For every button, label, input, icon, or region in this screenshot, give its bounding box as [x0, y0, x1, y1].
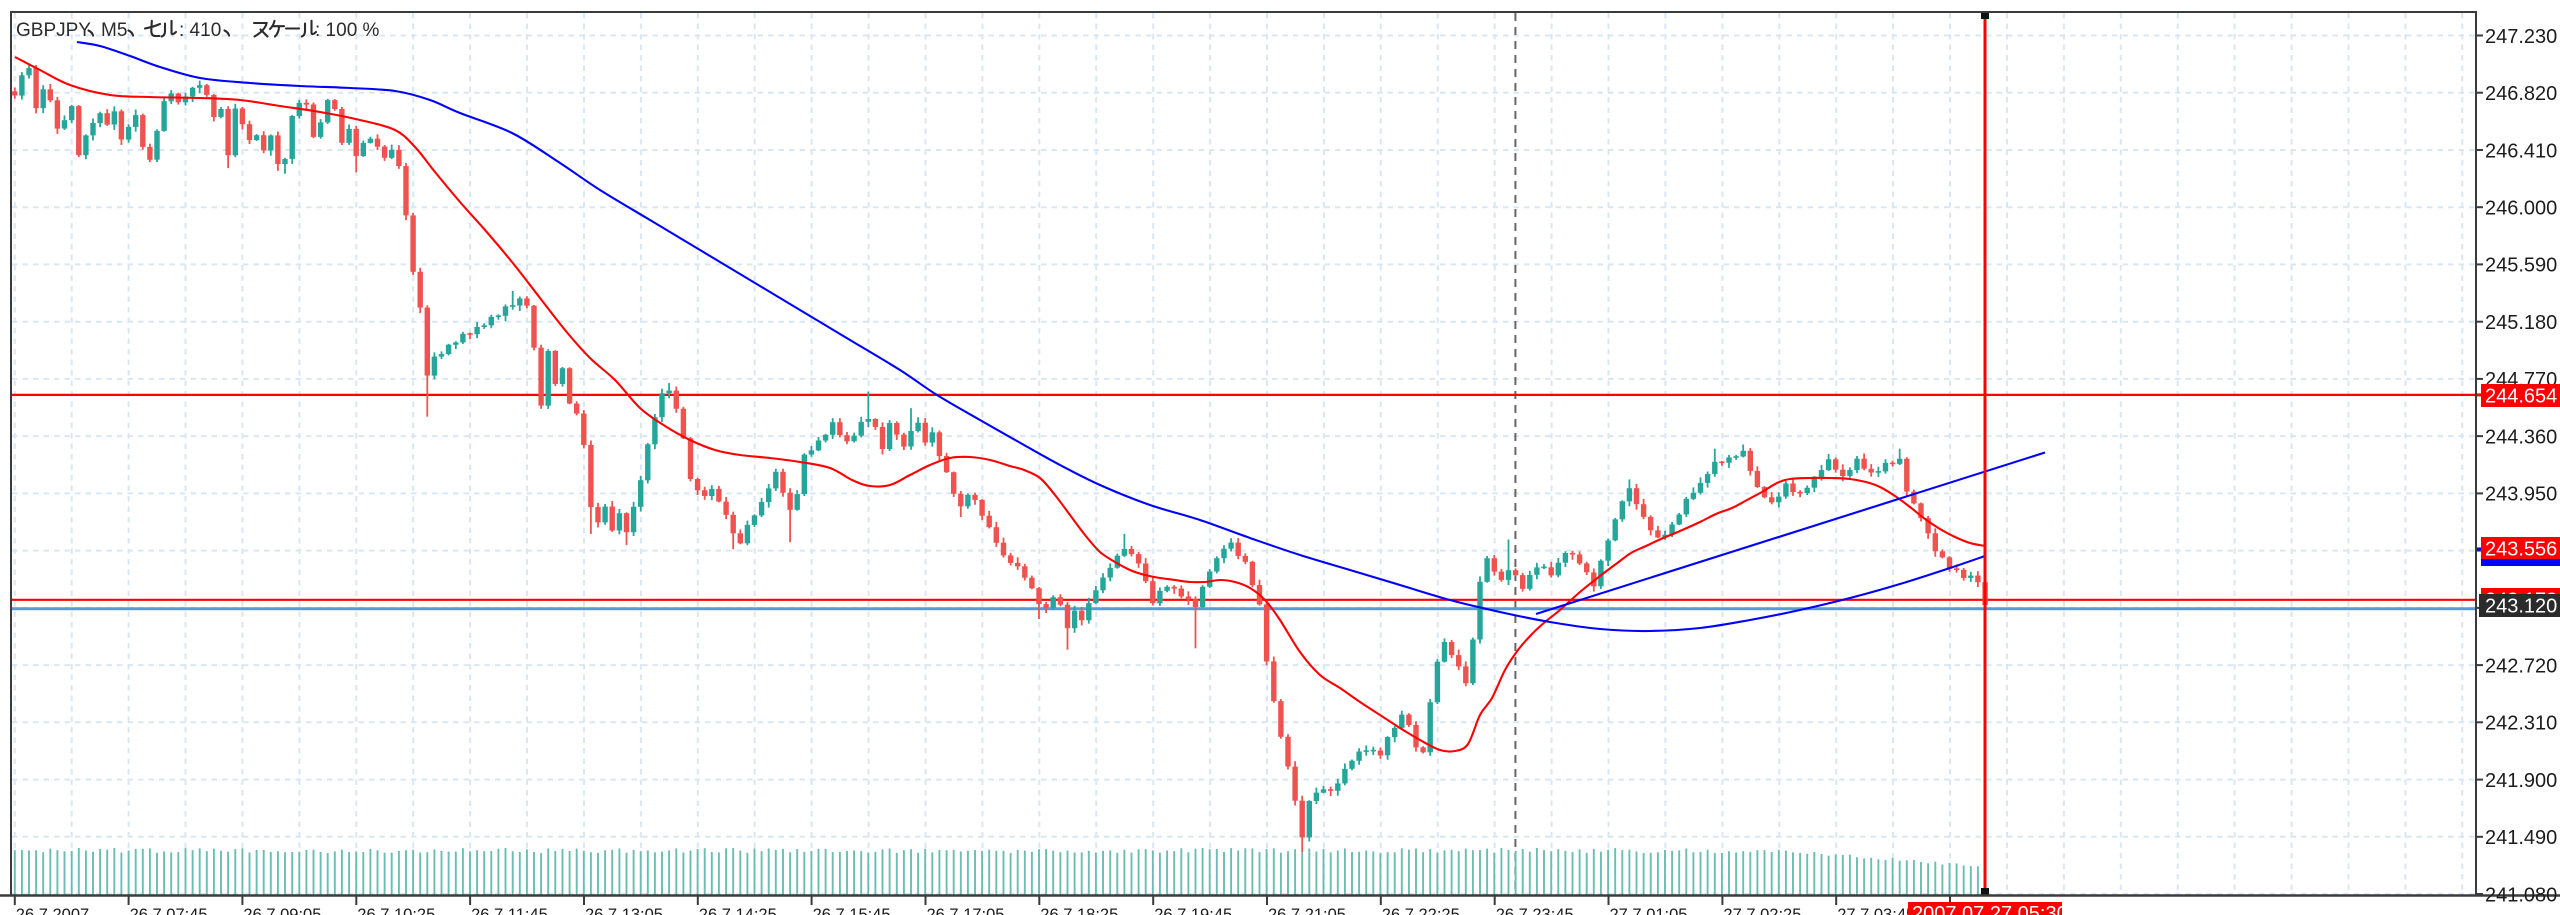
svg-text:241.900: 241.900 [2485, 770, 2557, 792]
svg-text:26.7 07:45: 26.7 07:45 [130, 906, 208, 915]
svg-text:245.180: 245.180 [2485, 312, 2557, 334]
svg-text:26.7 22:25: 26.7 22:25 [1382, 906, 1460, 915]
svg-text:2007.07.27 05:30: 2007.07.27 05:30 [1912, 903, 2068, 915]
svg-text:26.7 17:05: 26.7 17:05 [927, 906, 1005, 915]
svg-text:242.310: 242.310 [2485, 713, 2557, 735]
svg-text:243.120: 243.120 [2485, 596, 2557, 618]
svg-text:: 100 %: : 100 % [315, 20, 380, 41]
svg-text:27.7 03:45: 27.7 03:45 [1837, 906, 1915, 915]
svg-text:241.080: 241.080 [2485, 884, 2557, 906]
svg-text:244.654: 244.654 [2485, 386, 2557, 408]
svg-text:247.230: 247.230 [2485, 26, 2557, 48]
svg-text:241.490: 241.490 [2485, 827, 2557, 849]
svg-text:243.556: 243.556 [2485, 539, 2557, 561]
svg-text:27.7 02:25: 27.7 02:25 [1723, 906, 1801, 915]
svg-text:27.7 01:05: 27.7 01:05 [1610, 906, 1688, 915]
svg-text:243.950: 243.950 [2485, 484, 2557, 506]
svg-text:26.7 18:25: 26.7 18:25 [1040, 906, 1118, 915]
svg-text:26.7 10:25: 26.7 10:25 [357, 906, 435, 915]
svg-text:M5: M5 [101, 20, 127, 41]
svg-text:26.7 15:45: 26.7 15:45 [813, 906, 891, 915]
svg-text:244.360: 244.360 [2485, 426, 2557, 448]
svg-text:26.7 13:05: 26.7 13:05 [585, 906, 663, 915]
svg-text:26.7 09:05: 26.7 09:05 [243, 906, 321, 915]
svg-text:26.7 23:45: 26.7 23:45 [1496, 906, 1574, 915]
svg-text:246.820: 246.820 [2485, 83, 2557, 105]
svg-text:: 410: : 410 [179, 20, 221, 41]
svg-text:242.720: 242.720 [2485, 655, 2557, 677]
svg-text:26.7 14:25: 26.7 14:25 [699, 906, 777, 915]
svg-text:245.590: 245.590 [2485, 255, 2557, 277]
svg-text:246.410: 246.410 [2485, 140, 2557, 162]
svg-text:GBPJPY: GBPJPY [16, 20, 91, 41]
svg-text:26.7 11:45: 26.7 11:45 [471, 906, 548, 915]
svg-text:246.000: 246.000 [2485, 198, 2557, 220]
svg-text:26.7 21:05: 26.7 21:05 [1268, 906, 1346, 915]
svg-text:26.7 19:45: 26.7 19:45 [1154, 906, 1232, 915]
svg-text:26.7.2007: 26.7.2007 [16, 906, 89, 915]
